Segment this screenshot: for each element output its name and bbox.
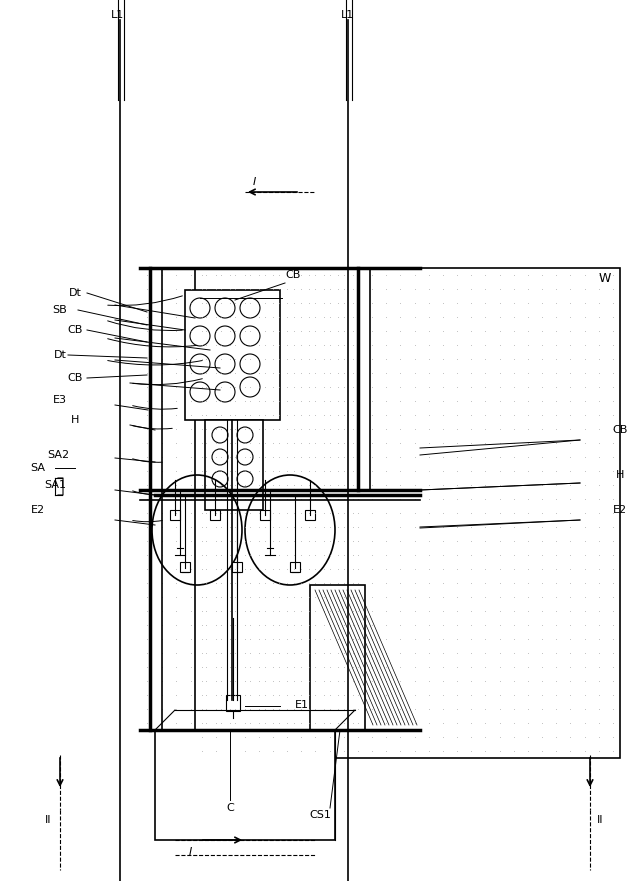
Text: SA1: SA1: [44, 480, 66, 490]
Text: CB: CB: [285, 270, 301, 280]
Bar: [155, 730, 335, 840]
Text: I: I: [252, 177, 255, 187]
Circle shape: [215, 326, 235, 346]
Text: H: H: [616, 470, 624, 480]
Circle shape: [190, 354, 210, 374]
Text: L1: L1: [340, 10, 354, 20]
Bar: [205, 420, 263, 510]
Text: C: C: [226, 803, 234, 813]
Bar: [210, 510, 220, 520]
Circle shape: [190, 326, 210, 346]
Bar: [232, 562, 242, 572]
Text: CB: CB: [67, 325, 83, 335]
Circle shape: [237, 471, 253, 487]
Text: II: II: [45, 815, 51, 825]
Bar: [260, 510, 270, 520]
Circle shape: [212, 427, 228, 443]
Text: I: I: [188, 847, 191, 857]
Circle shape: [212, 471, 228, 487]
Circle shape: [240, 326, 260, 346]
Circle shape: [215, 298, 235, 318]
Text: E1: E1: [295, 700, 309, 710]
Circle shape: [190, 298, 210, 318]
Bar: [180, 562, 190, 572]
Text: SA: SA: [31, 463, 45, 473]
Text: II: II: [596, 815, 604, 825]
Bar: [305, 510, 315, 520]
Bar: [185, 290, 280, 420]
Text: L1: L1: [111, 10, 125, 20]
Text: SB: SB: [52, 305, 67, 315]
Bar: [310, 585, 365, 730]
Text: Dt: Dt: [68, 288, 81, 298]
Text: E3: E3: [53, 395, 67, 405]
Circle shape: [215, 354, 235, 374]
Text: SA2: SA2: [47, 450, 69, 460]
Text: Dt: Dt: [54, 350, 67, 360]
Circle shape: [237, 427, 253, 443]
Text: CB: CB: [67, 373, 83, 383]
Text: CS1: CS1: [309, 810, 331, 820]
Circle shape: [212, 449, 228, 465]
Circle shape: [240, 354, 260, 374]
Text: W: W: [599, 271, 611, 285]
Text: E2: E2: [31, 505, 45, 515]
Bar: [195, 268, 620, 758]
Bar: [290, 562, 300, 572]
Text: H: H: [71, 415, 79, 425]
Bar: [226, 695, 240, 711]
Circle shape: [215, 382, 235, 402]
Circle shape: [237, 449, 253, 465]
Circle shape: [190, 382, 210, 402]
Circle shape: [240, 298, 260, 318]
Bar: [170, 510, 180, 520]
Circle shape: [240, 377, 260, 397]
Text: CB: CB: [612, 425, 628, 435]
Text: E2: E2: [613, 505, 627, 515]
